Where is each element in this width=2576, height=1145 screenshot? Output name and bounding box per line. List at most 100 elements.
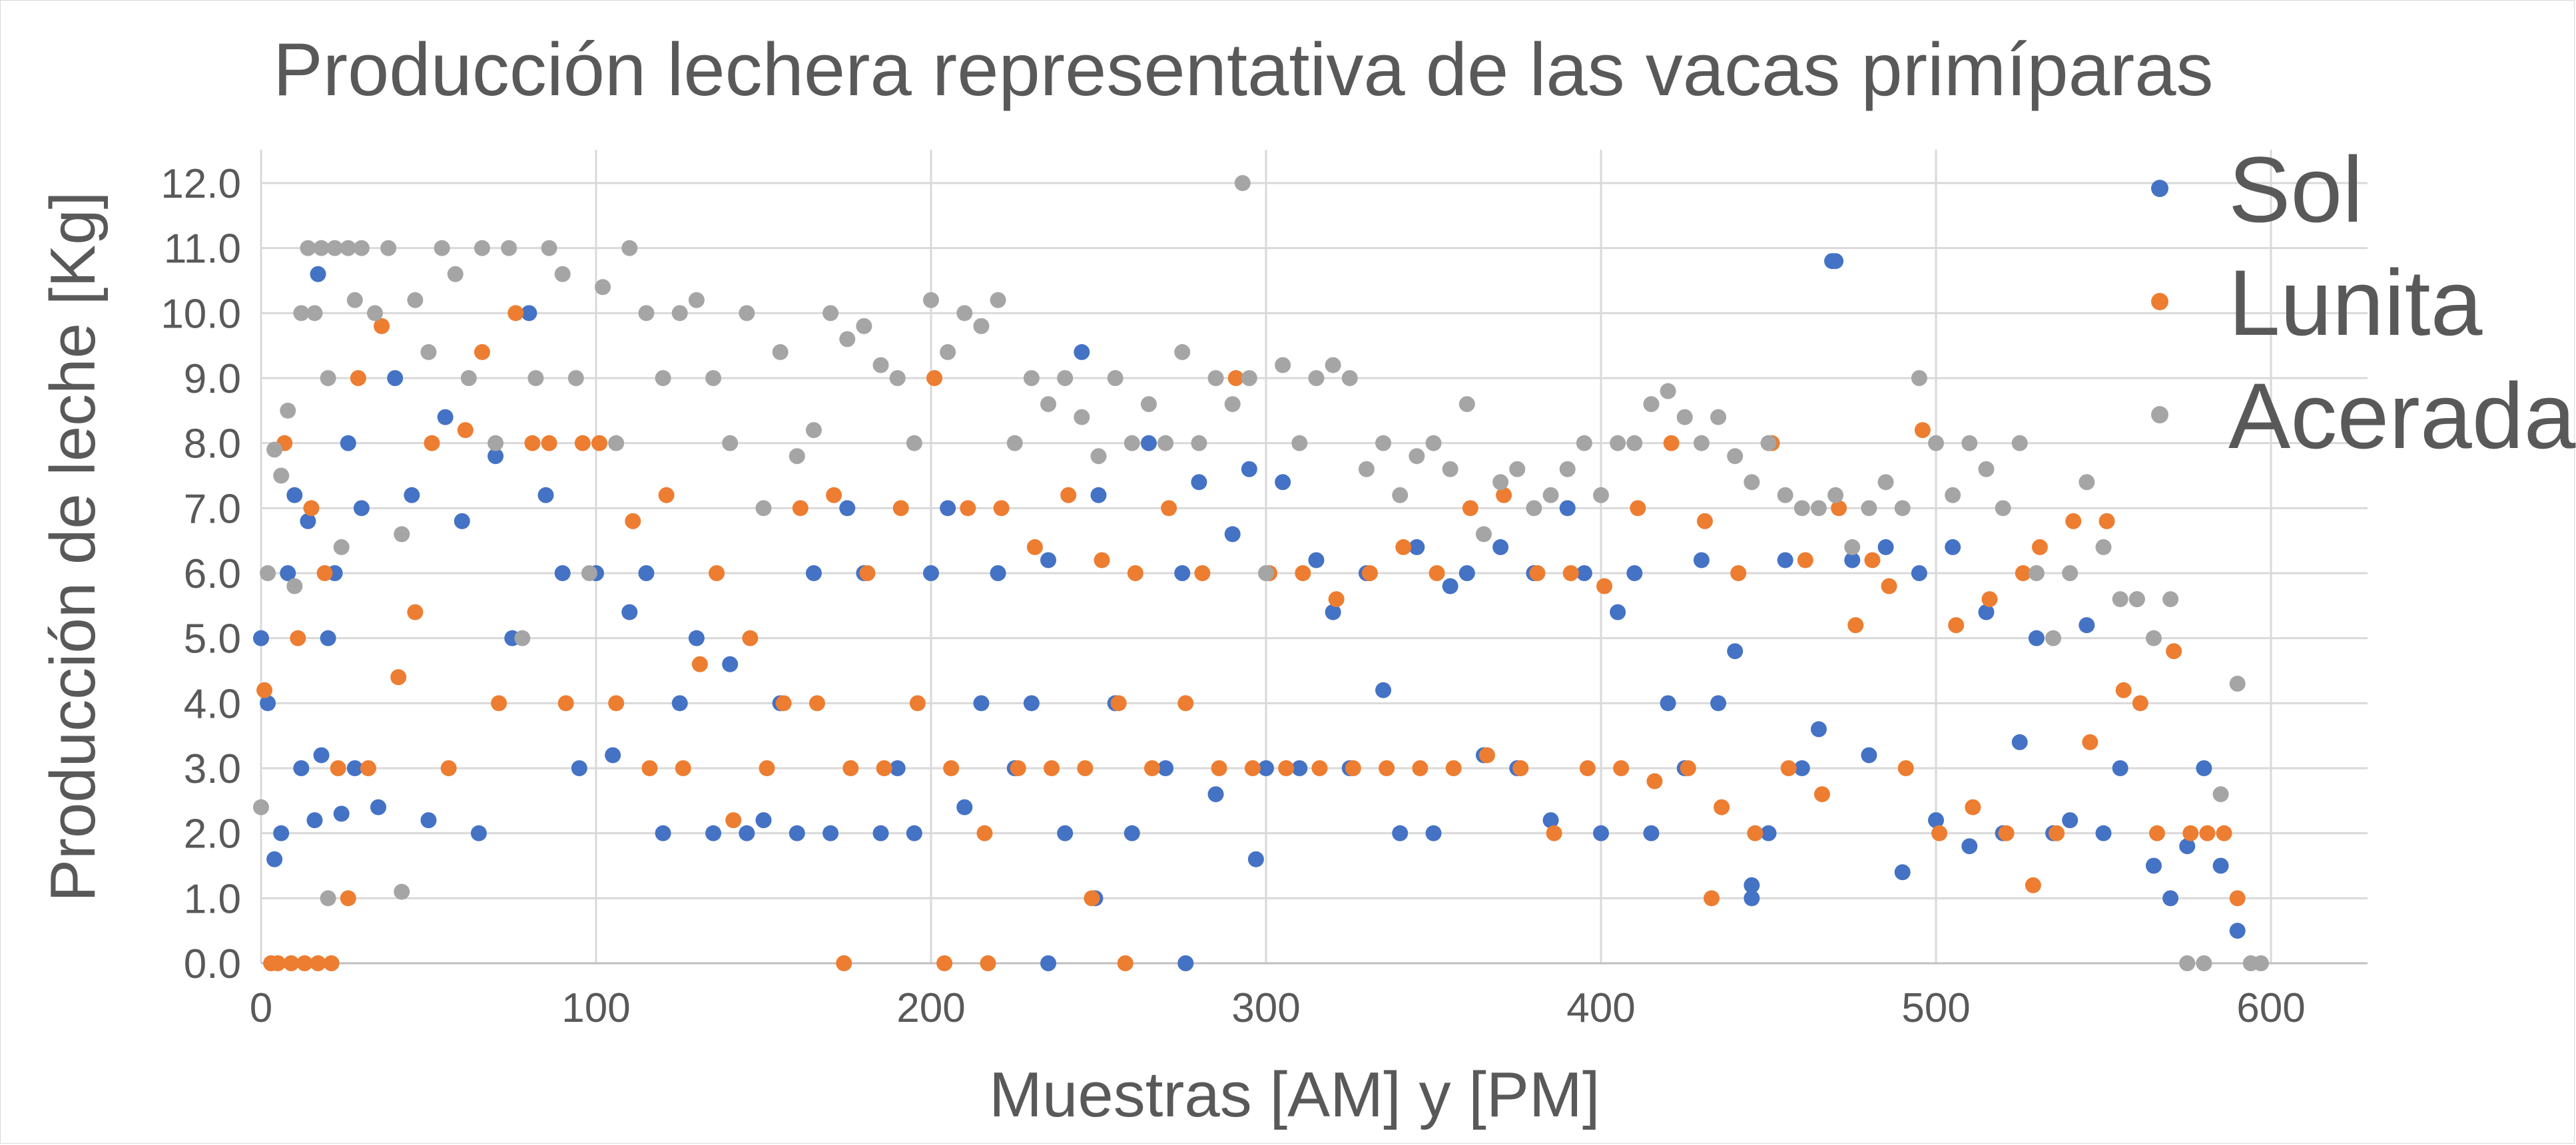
data-point [1211, 760, 1227, 776]
data-point [1247, 851, 1264, 867]
data-point [1824, 253, 1841, 270]
data-point [1006, 435, 1023, 451]
data-point [283, 955, 300, 971]
data-point [2212, 857, 2229, 874]
data-point [705, 370, 722, 386]
data-point [1710, 409, 1727, 425]
data-point [2252, 955, 2269, 971]
data-point [923, 565, 939, 581]
data-point [1744, 474, 1760, 491]
data-point [1559, 500, 1576, 517]
data-point [487, 448, 504, 465]
data-point [1057, 825, 1074, 841]
data-point [296, 955, 313, 971]
legend-marker-sol [2151, 180, 2168, 197]
data-point [1308, 552, 1325, 569]
data-point [1542, 812, 1559, 829]
data-point [990, 292, 1006, 308]
data-point [2162, 591, 2179, 608]
data-point [253, 799, 269, 815]
data-point [454, 513, 470, 529]
data-point [1191, 435, 1207, 451]
data-point [1696, 513, 1713, 529]
data-point [1626, 565, 1643, 581]
data-point [374, 318, 390, 334]
data-point [293, 760, 310, 776]
y-tick-label: 1.0 [184, 876, 241, 922]
data-point [889, 370, 906, 386]
data-point [2065, 513, 2082, 529]
data-point [1810, 500, 1827, 517]
data-point [892, 500, 909, 517]
data-point [367, 305, 384, 322]
data-point [1643, 825, 1660, 841]
data-point [638, 305, 655, 322]
data-point [1392, 825, 1409, 841]
data-point [739, 305, 755, 322]
data-point [1084, 890, 1100, 907]
data-point [1224, 396, 1241, 413]
data-point [333, 805, 350, 822]
data-point [1023, 695, 1040, 712]
data-point [316, 565, 333, 581]
data-point [709, 565, 725, 581]
data-point [936, 955, 953, 971]
data-point [286, 578, 303, 594]
data-point [1044, 760, 1060, 776]
data-point [1727, 448, 1744, 465]
data-point [842, 760, 859, 776]
data-point [1442, 461, 1458, 477]
data-point [2025, 877, 2041, 893]
data-point [1593, 825, 1609, 841]
data-point [705, 825, 722, 841]
data-point [447, 266, 464, 282]
data-point [346, 292, 363, 308]
x-tick-label: 0 [250, 985, 272, 1031]
data-point [792, 500, 808, 517]
data-point [1107, 370, 1124, 386]
y-tick-label: 9.0 [184, 356, 241, 402]
data-point [725, 812, 742, 829]
data-point [2015, 565, 2031, 581]
y-tick-label: 10.0 [161, 291, 241, 337]
legend-label-lunita: Lunita [2228, 250, 2483, 355]
data-point [1526, 500, 1542, 517]
data-point [1827, 487, 1844, 503]
data-point [1593, 487, 1609, 503]
data-point [1475, 526, 1492, 543]
data-point [554, 266, 571, 282]
data-point [1311, 760, 1328, 776]
data-point [1308, 370, 1325, 386]
data-point [1278, 760, 1295, 776]
data-point [1375, 682, 1392, 698]
data-point [722, 435, 739, 451]
data-point [1094, 552, 1110, 569]
data-point [1777, 552, 1793, 569]
data-point [407, 292, 424, 308]
data-point [872, 357, 889, 373]
data-point [260, 695, 276, 712]
data-point [1931, 825, 1948, 841]
data-point [872, 825, 889, 841]
data-point [960, 500, 976, 517]
data-point [2011, 435, 2028, 451]
data-point [340, 890, 356, 907]
data-point [554, 565, 571, 581]
data-point [691, 656, 708, 672]
y-tick-label: 11.0 [164, 226, 241, 272]
data-point [1117, 955, 1133, 971]
data-point [1948, 617, 1965, 634]
data-point [387, 370, 404, 386]
data-point [434, 240, 450, 256]
data-point [1744, 877, 1760, 893]
data-point [1127, 565, 1143, 581]
data-point [2162, 890, 2179, 907]
data-point [839, 331, 856, 347]
data-point [1375, 435, 1392, 451]
data-point [1258, 760, 1274, 776]
data-point [1275, 474, 1291, 491]
data-point [273, 825, 290, 841]
gridlines [260, 150, 2368, 965]
data-point [1542, 487, 1559, 503]
data-point [527, 370, 544, 386]
